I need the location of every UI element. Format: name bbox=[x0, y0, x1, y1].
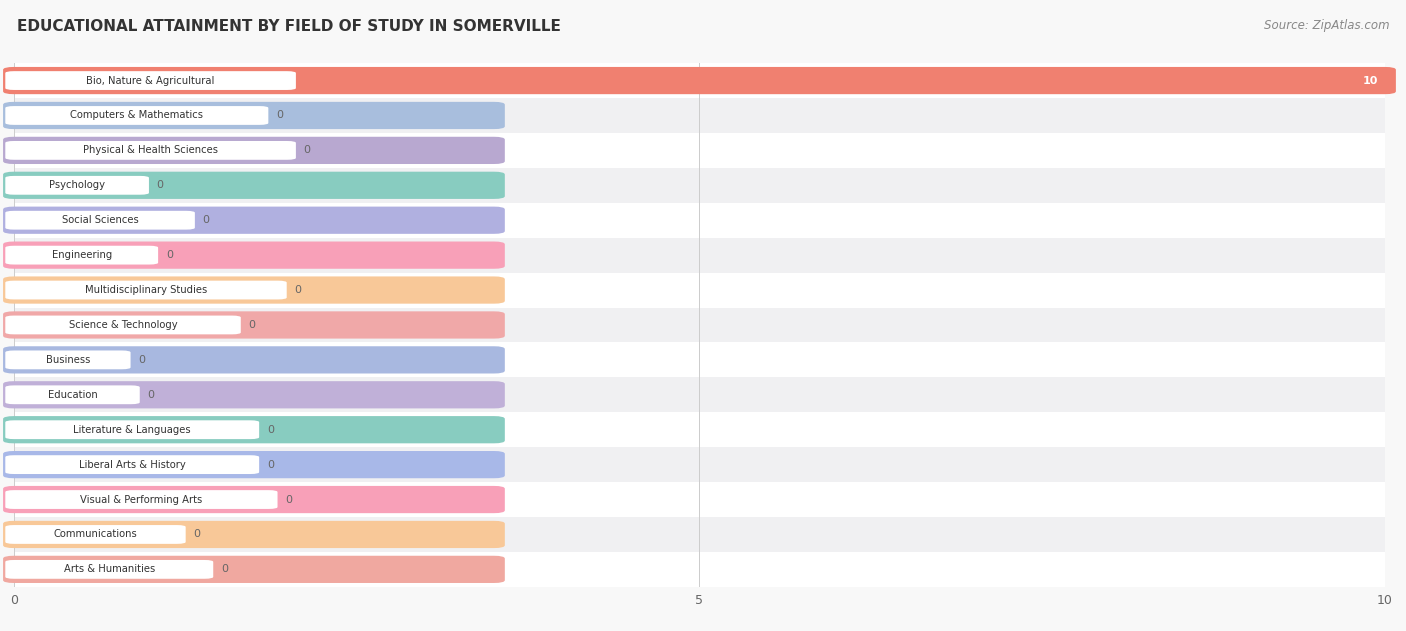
FancyBboxPatch shape bbox=[4, 454, 260, 475]
FancyBboxPatch shape bbox=[4, 280, 288, 300]
Text: Literature & Languages: Literature & Languages bbox=[73, 425, 191, 435]
Bar bbox=[14, 343, 1385, 377]
Bar bbox=[14, 133, 1385, 168]
FancyBboxPatch shape bbox=[3, 206, 505, 234]
Text: Social Sciences: Social Sciences bbox=[62, 215, 138, 225]
Text: 0: 0 bbox=[166, 250, 173, 260]
FancyBboxPatch shape bbox=[4, 489, 278, 510]
Text: 0: 0 bbox=[202, 215, 209, 225]
Text: 0: 0 bbox=[267, 425, 274, 435]
FancyBboxPatch shape bbox=[3, 102, 505, 129]
Text: 0: 0 bbox=[285, 495, 292, 505]
FancyBboxPatch shape bbox=[4, 350, 131, 370]
Bar bbox=[14, 482, 1385, 517]
FancyBboxPatch shape bbox=[3, 346, 505, 374]
FancyBboxPatch shape bbox=[3, 521, 505, 548]
FancyBboxPatch shape bbox=[3, 381, 505, 408]
Text: Arts & Humanities: Arts & Humanities bbox=[63, 564, 155, 574]
Bar bbox=[14, 412, 1385, 447]
FancyBboxPatch shape bbox=[3, 67, 1396, 94]
FancyBboxPatch shape bbox=[4, 559, 214, 580]
Text: 0: 0 bbox=[294, 285, 301, 295]
FancyBboxPatch shape bbox=[3, 416, 505, 444]
FancyBboxPatch shape bbox=[3, 311, 505, 339]
Text: Multidisciplinary Studies: Multidisciplinary Studies bbox=[84, 285, 207, 295]
FancyBboxPatch shape bbox=[4, 210, 195, 230]
Bar bbox=[14, 517, 1385, 552]
Text: 0: 0 bbox=[194, 529, 201, 540]
Bar bbox=[14, 447, 1385, 482]
Text: 0: 0 bbox=[249, 320, 256, 330]
Bar bbox=[14, 63, 1385, 98]
Bar bbox=[14, 552, 1385, 587]
Text: 0: 0 bbox=[304, 145, 311, 155]
FancyBboxPatch shape bbox=[3, 276, 505, 304]
Text: EDUCATIONAL ATTAINMENT BY FIELD OF STUDY IN SOMERVILLE: EDUCATIONAL ATTAINMENT BY FIELD OF STUDY… bbox=[17, 19, 561, 34]
Text: Physical & Health Sciences: Physical & Health Sciences bbox=[83, 145, 218, 155]
Text: Bio, Nature & Agricultural: Bio, Nature & Agricultural bbox=[86, 76, 215, 86]
Text: Source: ZipAtlas.com: Source: ZipAtlas.com bbox=[1264, 19, 1389, 32]
Text: Liberal Arts & History: Liberal Arts & History bbox=[79, 459, 186, 469]
Bar bbox=[14, 307, 1385, 343]
Bar bbox=[14, 168, 1385, 203]
FancyBboxPatch shape bbox=[3, 451, 505, 478]
FancyBboxPatch shape bbox=[3, 242, 505, 269]
FancyBboxPatch shape bbox=[3, 556, 505, 583]
Bar bbox=[14, 238, 1385, 273]
Text: 0: 0 bbox=[267, 459, 274, 469]
Text: Science & Technology: Science & Technology bbox=[69, 320, 177, 330]
FancyBboxPatch shape bbox=[4, 384, 141, 405]
FancyBboxPatch shape bbox=[3, 172, 505, 199]
Text: 0: 0 bbox=[276, 110, 283, 121]
FancyBboxPatch shape bbox=[4, 315, 242, 335]
FancyBboxPatch shape bbox=[3, 137, 505, 164]
Text: Visual & Performing Arts: Visual & Performing Arts bbox=[80, 495, 202, 505]
FancyBboxPatch shape bbox=[4, 105, 269, 126]
Text: 0: 0 bbox=[156, 180, 163, 191]
FancyBboxPatch shape bbox=[4, 420, 260, 440]
FancyBboxPatch shape bbox=[4, 140, 297, 161]
FancyBboxPatch shape bbox=[4, 524, 187, 545]
FancyBboxPatch shape bbox=[4, 245, 159, 266]
Text: 0: 0 bbox=[138, 355, 145, 365]
Text: Computers & Mathematics: Computers & Mathematics bbox=[70, 110, 204, 121]
Text: Psychology: Psychology bbox=[49, 180, 105, 191]
Text: Education: Education bbox=[48, 390, 97, 400]
Text: Business: Business bbox=[46, 355, 90, 365]
FancyBboxPatch shape bbox=[4, 175, 150, 196]
Text: 10: 10 bbox=[1362, 76, 1378, 86]
FancyBboxPatch shape bbox=[3, 486, 505, 513]
Bar bbox=[14, 203, 1385, 238]
Bar bbox=[14, 377, 1385, 412]
Bar bbox=[14, 273, 1385, 307]
Text: 0: 0 bbox=[148, 390, 155, 400]
Text: Engineering: Engineering bbox=[52, 250, 112, 260]
Text: 0: 0 bbox=[221, 564, 228, 574]
Text: Communications: Communications bbox=[53, 529, 138, 540]
FancyBboxPatch shape bbox=[4, 70, 297, 91]
Bar bbox=[14, 98, 1385, 133]
